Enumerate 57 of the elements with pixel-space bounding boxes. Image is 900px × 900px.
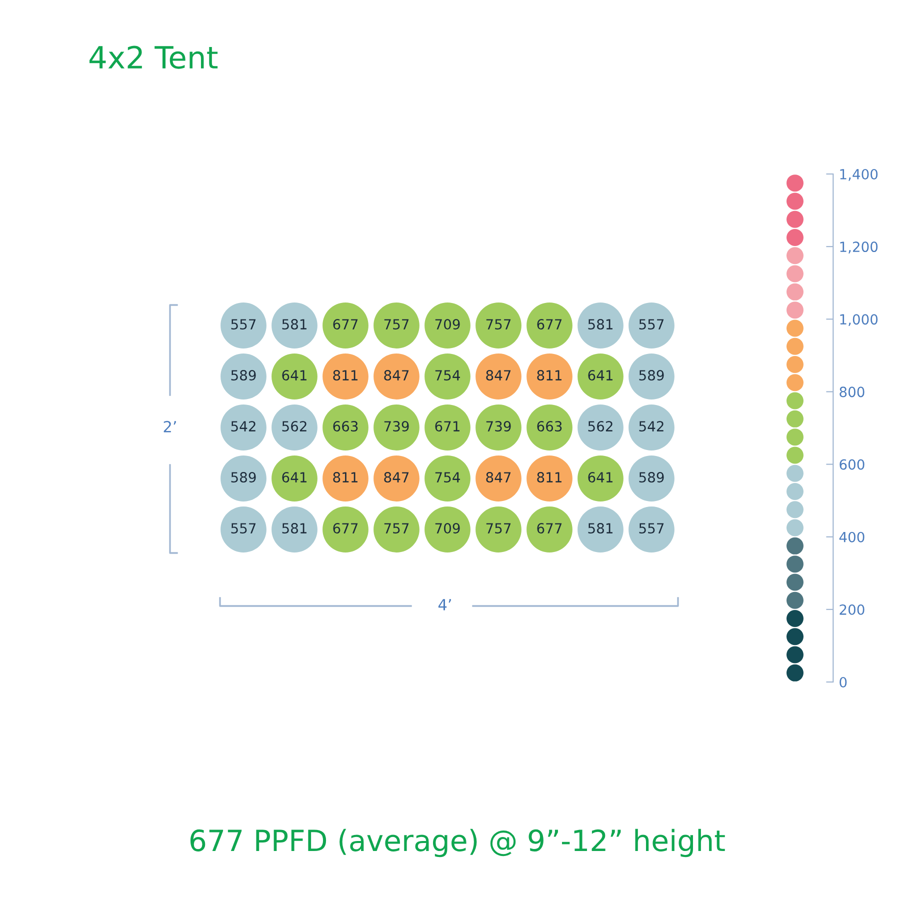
data-label: 811 bbox=[537, 370, 562, 381]
data-label: 589 bbox=[639, 472, 664, 483]
data-label: 562 bbox=[588, 421, 612, 432]
data-label: 589 bbox=[231, 370, 256, 381]
data-label: 677 bbox=[537, 319, 562, 330]
data-label: 757 bbox=[486, 319, 511, 330]
data-label: 671 bbox=[435, 421, 460, 432]
color-bar-label: 600 bbox=[840, 459, 864, 470]
data-label: 581 bbox=[282, 319, 306, 330]
data-label: 757 bbox=[384, 523, 409, 534]
data-label: 542 bbox=[639, 421, 664, 432]
data-label: 739 bbox=[384, 421, 409, 432]
data-label: 581 bbox=[282, 523, 306, 534]
data-label: 557 bbox=[639, 319, 664, 330]
data-label: 641 bbox=[282, 472, 306, 483]
data-label: 811 bbox=[333, 472, 358, 483]
data-label: 677 bbox=[537, 523, 562, 534]
data-label: 581 bbox=[588, 319, 612, 330]
data-label: 677 bbox=[333, 319, 358, 330]
data-label: 663 bbox=[537, 421, 562, 432]
color-bar-label: 1,200 bbox=[840, 242, 878, 254]
data-label: 739 bbox=[486, 421, 511, 432]
data-label: 754 bbox=[435, 472, 460, 483]
data-label: 557 bbox=[231, 523, 256, 534]
data-label: 811 bbox=[537, 472, 562, 483]
data-label: 641 bbox=[588, 370, 612, 381]
color-bar-label: 1,000 bbox=[840, 314, 878, 326]
data-label: 757 bbox=[384, 319, 409, 330]
text: 677 PPFD (average) @ 9”-12” height bbox=[190, 828, 725, 858]
data-label: 641 bbox=[588, 472, 612, 483]
data-label: 847 bbox=[486, 472, 511, 483]
data-label: 709 bbox=[435, 319, 460, 330]
data-label: 663 bbox=[333, 421, 358, 432]
color-bar-label: 200 bbox=[840, 604, 864, 615]
color-bar-label: 1,400 bbox=[840, 168, 878, 181]
data-label: 641 bbox=[282, 370, 306, 381]
text: 2’ bbox=[164, 420, 176, 432]
data-label: 562 bbox=[282, 421, 306, 432]
color-bar-label: 800 bbox=[840, 386, 864, 398]
text: 4’ bbox=[438, 599, 451, 610]
data-label: 589 bbox=[639, 370, 664, 381]
data-label: 677 bbox=[333, 523, 358, 534]
data-label: 542 bbox=[231, 421, 256, 432]
data-label: 557 bbox=[639, 523, 664, 534]
data-label: 847 bbox=[384, 472, 409, 483]
color-bar-label: 400 bbox=[839, 532, 864, 542]
data-label: 754 bbox=[435, 370, 460, 381]
color-bar-label: 0 bbox=[840, 676, 847, 688]
data-label: 557 bbox=[231, 319, 256, 330]
data-label: 757 bbox=[486, 523, 511, 534]
data-label: 847 bbox=[384, 370, 409, 381]
data-label: 581 bbox=[588, 523, 612, 534]
data-label: 709 bbox=[435, 523, 460, 534]
chart-title: 4x2 Tent bbox=[89, 46, 218, 69]
data-label: 589 bbox=[231, 472, 256, 483]
data-label: 847 bbox=[486, 370, 511, 381]
data-label: 811 bbox=[333, 370, 358, 381]
